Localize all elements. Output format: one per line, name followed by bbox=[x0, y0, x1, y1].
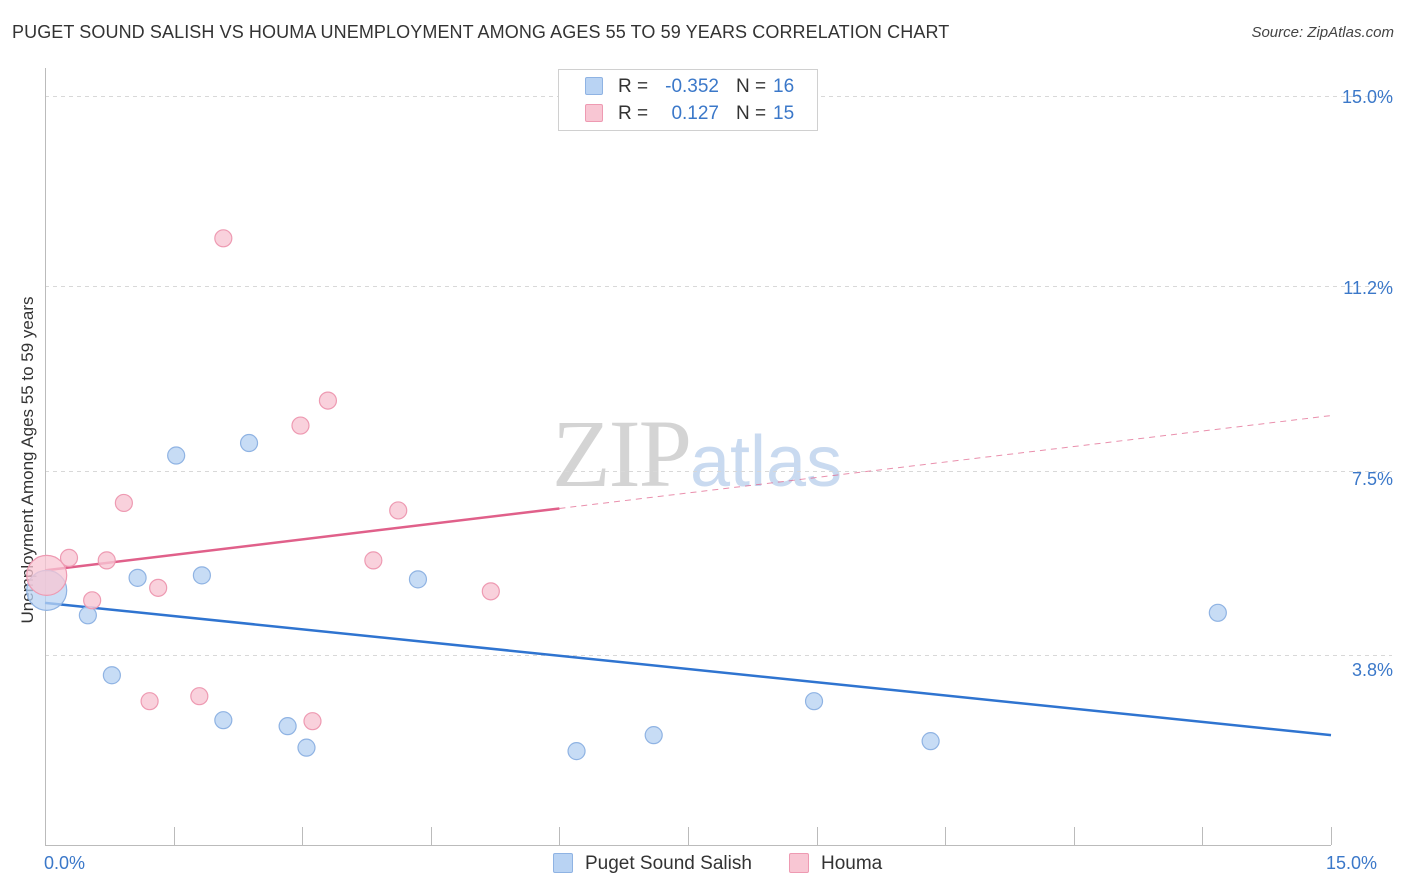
trend-lines bbox=[44, 415, 1332, 737]
pink-data-point bbox=[190, 687, 209, 706]
pink-data-point bbox=[389, 501, 408, 520]
blue-data-point bbox=[278, 717, 297, 736]
pink-data-point bbox=[149, 578, 168, 597]
blue-data-point bbox=[644, 726, 663, 745]
legend-r-value: 0.127 bbox=[671, 103, 719, 124]
pink-data-point bbox=[364, 551, 383, 570]
legend-row-puget-sound-salish: R = -0.352 N = 16 bbox=[559, 73, 817, 99]
data-points bbox=[26, 229, 1227, 761]
blue-data-point bbox=[239, 433, 259, 453]
bottom-legend-swatch-pink bbox=[789, 853, 809, 873]
pink-data-point bbox=[291, 416, 310, 435]
pink-data-point bbox=[59, 548, 79, 567]
x-tick-label-min: 0.0% bbox=[44, 853, 86, 873]
blue-data-point bbox=[921, 732, 940, 751]
bottom-legend-label: Puget Sound Salish bbox=[585, 853, 752, 874]
pink-trend-line bbox=[44, 507, 560, 572]
pink-data-point bbox=[303, 712, 322, 731]
y-tick-label-11-2: 11.2% bbox=[1343, 278, 1393, 298]
pink-data-point bbox=[83, 591, 102, 610]
pink-data-point bbox=[97, 551, 116, 570]
x-tick-label-max: 15.0% bbox=[1326, 853, 1378, 873]
blue-data-point bbox=[128, 568, 147, 587]
legend-r-value: -0.352 bbox=[665, 76, 719, 97]
legend-swatch-blue bbox=[585, 77, 603, 95]
bottom-legend-label: Houma bbox=[821, 853, 883, 874]
pink-data-point bbox=[140, 692, 159, 711]
legend-n-label: N = bbox=[736, 76, 767, 97]
pink-data-point bbox=[114, 493, 133, 513]
legend-r-label: R = bbox=[618, 103, 649, 124]
y-tick-label-7-5: 7.5% bbox=[1351, 469, 1393, 489]
blue-data-point bbox=[297, 738, 316, 757]
pink-data-point bbox=[481, 582, 500, 601]
pink-data-point bbox=[26, 554, 68, 596]
legend-n-label: N = bbox=[736, 103, 767, 124]
blue-data-point bbox=[167, 446, 186, 465]
gridlines bbox=[45, 96, 1392, 656]
legend-r-label: R = bbox=[618, 76, 649, 97]
axes bbox=[45, 68, 1332, 846]
blue-data-point bbox=[1208, 603, 1227, 622]
correlation-legend: R = -0.352 N = 16 R = 0.127 N = 15 bbox=[558, 69, 818, 131]
legend-n-value: 16 bbox=[773, 76, 795, 97]
blue-data-point bbox=[214, 711, 233, 730]
pink-trend-extension bbox=[559, 415, 1332, 509]
bottom-legend-swatch-blue bbox=[553, 853, 573, 873]
blue-trend-line bbox=[44, 601, 1332, 737]
y-tick-label-15: 15.0% bbox=[1341, 87, 1393, 107]
blue-data-point bbox=[408, 570, 428, 589]
blue-data-point bbox=[78, 606, 97, 625]
legend-swatch-pink bbox=[585, 104, 603, 122]
legend-n-value: 15 bbox=[773, 103, 795, 124]
blue-data-point bbox=[102, 666, 121, 685]
source-credit: Source: ZipAtlas.com bbox=[1251, 24, 1394, 41]
blue-data-point bbox=[567, 742, 586, 761]
blue-data-point bbox=[192, 566, 211, 585]
pink-data-point bbox=[214, 229, 233, 248]
legend-row-houma: R = 0.127 N = 15 bbox=[559, 100, 817, 126]
blue-data-point bbox=[804, 692, 824, 711]
y-tick-label-3-8: 3.8% bbox=[1351, 660, 1393, 680]
chart-title: PUGET SOUND SALISH VS HOUMA UNEMPLOYMENT… bbox=[12, 22, 950, 42]
pink-data-point bbox=[318, 391, 338, 410]
